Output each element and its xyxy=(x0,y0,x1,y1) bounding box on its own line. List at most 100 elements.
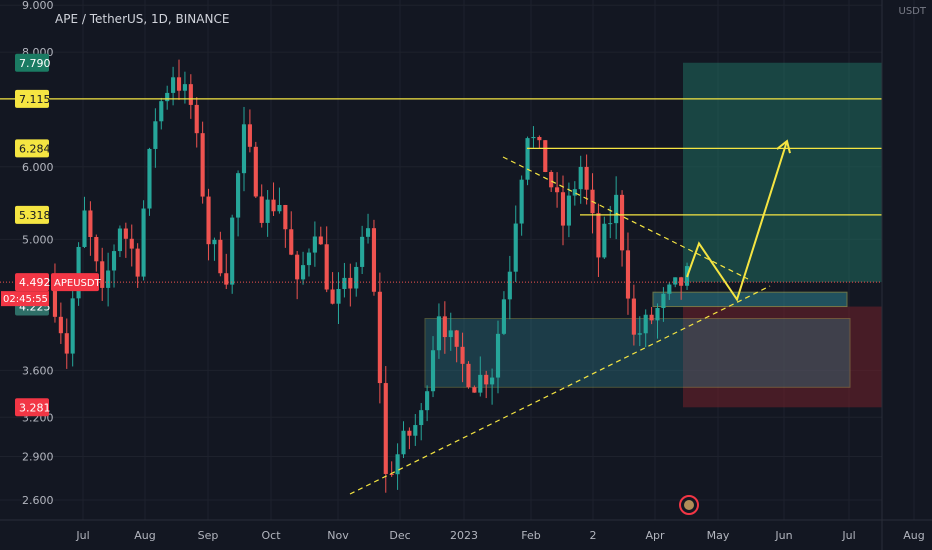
y-tick-label: 2.600 xyxy=(22,494,54,507)
price-label-level xyxy=(15,205,49,224)
candle-body xyxy=(407,430,412,436)
price-label-value: 5.318 xyxy=(19,209,51,222)
candle-body xyxy=(188,84,193,105)
candle-body xyxy=(58,316,63,334)
candle-body xyxy=(507,271,512,300)
x-tick-label: Nov xyxy=(327,529,349,542)
candle-body xyxy=(247,124,252,147)
candle-body xyxy=(679,277,684,286)
x-tick-label: Feb xyxy=(521,529,540,542)
candle-body xyxy=(401,430,406,455)
x-tick-label: Sep xyxy=(198,529,219,542)
candle-body xyxy=(342,277,347,289)
candle-body xyxy=(135,248,140,277)
candle-body xyxy=(631,298,636,335)
candle-body xyxy=(283,204,288,230)
candle-body xyxy=(560,192,566,226)
candle-body xyxy=(673,277,678,285)
countdown-bg xyxy=(1,291,49,307)
candle-body xyxy=(159,101,164,122)
candle-body xyxy=(578,166,583,190)
candle-body xyxy=(419,410,424,426)
candle-body xyxy=(655,308,660,321)
candle-body xyxy=(295,254,300,280)
y-tick-label: 5.000 xyxy=(22,233,54,246)
candle-body xyxy=(206,196,211,245)
target-zone xyxy=(683,62,882,283)
price-label-level xyxy=(15,139,49,158)
stop-zone xyxy=(683,306,882,408)
price-label-value: 7.790 xyxy=(19,57,51,70)
candle-body xyxy=(141,208,146,277)
y-tick-label: 9.000 xyxy=(22,0,54,12)
candle-body xyxy=(602,223,607,258)
level-lines xyxy=(0,98,882,283)
candle-body xyxy=(224,273,229,285)
candle-body xyxy=(88,210,93,238)
y-tick-label: 3.600 xyxy=(22,364,54,377)
price-label-last xyxy=(15,273,49,292)
candle-body xyxy=(501,299,506,334)
x-tick-label: Jun xyxy=(774,529,792,542)
price-label-value: 6.284 xyxy=(19,142,51,155)
candle-body xyxy=(64,333,69,354)
candle-body xyxy=(619,194,625,251)
entry-zone xyxy=(652,291,848,308)
projection-arrowhead xyxy=(776,139,791,154)
rising-trendline xyxy=(349,285,771,495)
candle-body xyxy=(94,237,99,262)
candle-body xyxy=(306,252,312,266)
x-tick-label: Dec xyxy=(389,529,410,542)
candle-body xyxy=(519,179,524,224)
x-tick-label: May xyxy=(707,529,730,542)
candle-body xyxy=(584,166,589,190)
candle-body xyxy=(194,104,199,134)
symbol-title: APE / TetherUS, 1D, BINANCE xyxy=(55,12,230,26)
candle-body xyxy=(324,244,329,290)
candle-body xyxy=(218,239,223,274)
candle-body xyxy=(111,251,117,271)
candle-body xyxy=(230,217,235,285)
candle-body xyxy=(596,213,601,258)
candle-body xyxy=(395,454,400,475)
price-label-target xyxy=(15,53,49,72)
candle-body xyxy=(531,137,536,139)
candle-body xyxy=(495,333,501,378)
candle-body xyxy=(637,333,642,335)
candle-body xyxy=(330,289,335,304)
candle-body xyxy=(555,187,560,193)
candle-body xyxy=(371,228,377,292)
candle-body xyxy=(153,121,158,149)
candle-body xyxy=(625,250,631,299)
falling-trendline xyxy=(502,156,749,280)
candle-body xyxy=(572,189,577,196)
candle-body xyxy=(549,171,554,188)
candle-body xyxy=(176,77,182,91)
candle-body xyxy=(643,314,648,334)
candles xyxy=(52,59,690,493)
x-tick-label: Aug xyxy=(134,529,155,542)
candle-body xyxy=(265,199,270,223)
candle-body xyxy=(354,266,359,289)
event-icon[interactable] xyxy=(679,495,699,515)
y-tick-label: 6.000 xyxy=(22,161,54,174)
candle-body xyxy=(82,210,87,247)
candle-body xyxy=(300,265,306,280)
candle-body xyxy=(490,377,495,385)
x-tick-label: Jul xyxy=(841,529,855,542)
candle-body xyxy=(100,261,105,288)
x-tick-label: 2 xyxy=(590,529,597,542)
symbol-tag-label: APEUSDT xyxy=(54,278,102,289)
candle-body xyxy=(454,330,459,347)
candle-body xyxy=(478,374,483,393)
candle-body xyxy=(525,138,530,180)
candle-body xyxy=(389,473,394,475)
price-label-level xyxy=(15,89,49,108)
candle-body xyxy=(52,281,58,317)
candle-body xyxy=(413,425,418,436)
candle-body xyxy=(348,277,353,289)
candle-body xyxy=(484,374,489,385)
candle-body xyxy=(182,84,187,91)
trend-lines xyxy=(349,139,791,495)
